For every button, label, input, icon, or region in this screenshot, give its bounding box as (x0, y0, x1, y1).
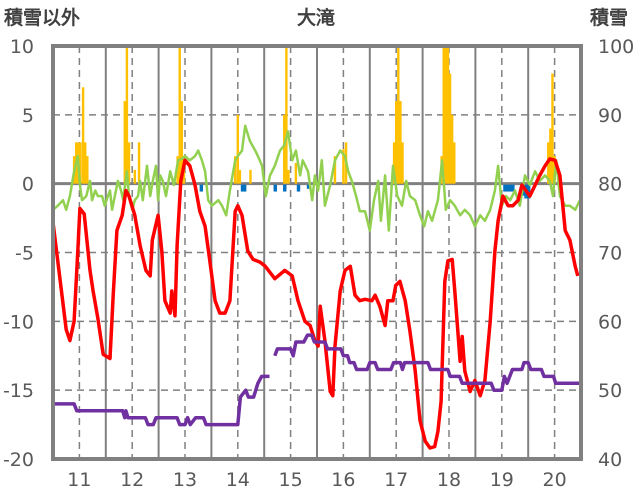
y-right-tick-label: 80 (598, 174, 622, 196)
negative-bar (505, 184, 510, 192)
chart-title: 大滝 (297, 6, 335, 29)
negative-bar (273, 184, 277, 192)
left-axis-label: 積雪以外 (4, 6, 80, 29)
negative-bar (508, 184, 512, 192)
negative-bar (306, 184, 311, 189)
y-left-tick-label: 5 (22, 105, 34, 127)
right-axis-label: 積雪 (590, 6, 628, 29)
precip-bar (392, 142, 396, 184)
precip-bar (81, 87, 85, 184)
precip-bar (446, 46, 450, 184)
y-right-tick-label: 60 (598, 311, 622, 333)
precip-bar (287, 169, 290, 184)
y-left-tick-label: -20 (3, 449, 34, 471)
gridlines (53, 46, 581, 459)
y-left-tick-label: -10 (3, 311, 34, 333)
precip-bar (137, 142, 141, 184)
precip-bar (238, 169, 242, 184)
precip-bar (236, 114, 240, 184)
tick-labels: 11 12 13 14 15 16 17 18 19 20 10 100 5 90 0 80 -5 70 -10 60… (3, 36, 634, 491)
y-left-tick-label: 0 (22, 174, 34, 196)
precip-bar (133, 169, 137, 184)
x-tick-label: 17 (384, 469, 408, 491)
series-lines (51, 124, 582, 450)
x-tick-label: 14 (226, 469, 250, 491)
precip-bar (123, 101, 127, 184)
snow-depth-series-line (273, 333, 581, 392)
precip-bar (79, 142, 82, 184)
precip-bar (342, 149, 345, 184)
x-tick-label: 19 (490, 469, 514, 491)
negative-bar (296, 184, 301, 192)
precip-bar (83, 142, 87, 184)
precip-bar (394, 101, 398, 184)
red-series-line (51, 157, 580, 450)
precip-bar (86, 156, 89, 184)
y-right-tick-label: 70 (598, 243, 622, 265)
precip-bar (397, 46, 400, 184)
x-tick-label: 18 (437, 469, 461, 491)
precip-bar (285, 46, 288, 184)
precip-bar (178, 46, 181, 184)
negative-bar (283, 184, 287, 192)
x-tick-label: 16 (331, 469, 355, 491)
precip-bar (125, 46, 129, 184)
y-right-tick-label: 100 (598, 36, 634, 58)
x-tick-label: 20 (543, 469, 567, 491)
x-tick-label: 11 (67, 469, 91, 491)
y-right-tick-label: 90 (598, 105, 622, 127)
precip-bar (294, 163, 298, 184)
precip-bar (453, 142, 456, 184)
snow-depth-series-line (53, 374, 270, 427)
precip-bar (448, 73, 452, 184)
precip-bar (399, 101, 402, 184)
precip-bar (180, 101, 184, 184)
precip-bar (442, 46, 445, 184)
precip-bar (450, 114, 454, 184)
precip-bar (283, 114, 286, 184)
y-right-tick-label: 50 (598, 380, 622, 402)
precip-bar (127, 142, 131, 184)
x-tick-label: 12 (120, 469, 144, 491)
negative-bar (242, 184, 247, 192)
y-left-tick-label: 10 (10, 36, 34, 58)
y-left-tick-label: -15 (3, 380, 34, 402)
negative-bar (240, 184, 245, 192)
negative-bar (199, 184, 204, 192)
precip-bar (233, 156, 237, 184)
precip-bar (549, 128, 552, 184)
plot-frame (51, 44, 583, 461)
precip-bar (401, 142, 404, 184)
precip-bar (333, 156, 337, 184)
y-left-tick-label: -5 (15, 243, 34, 265)
precip-bar (551, 73, 554, 184)
negative-bar (503, 184, 507, 192)
x-tick-label: 13 (173, 469, 197, 491)
precip-bar (444, 46, 448, 184)
precip-bar (249, 169, 252, 184)
x-tick-label: 15 (279, 469, 303, 491)
y-right-tick-label: 40 (598, 449, 622, 471)
negative-bar (511, 184, 515, 192)
